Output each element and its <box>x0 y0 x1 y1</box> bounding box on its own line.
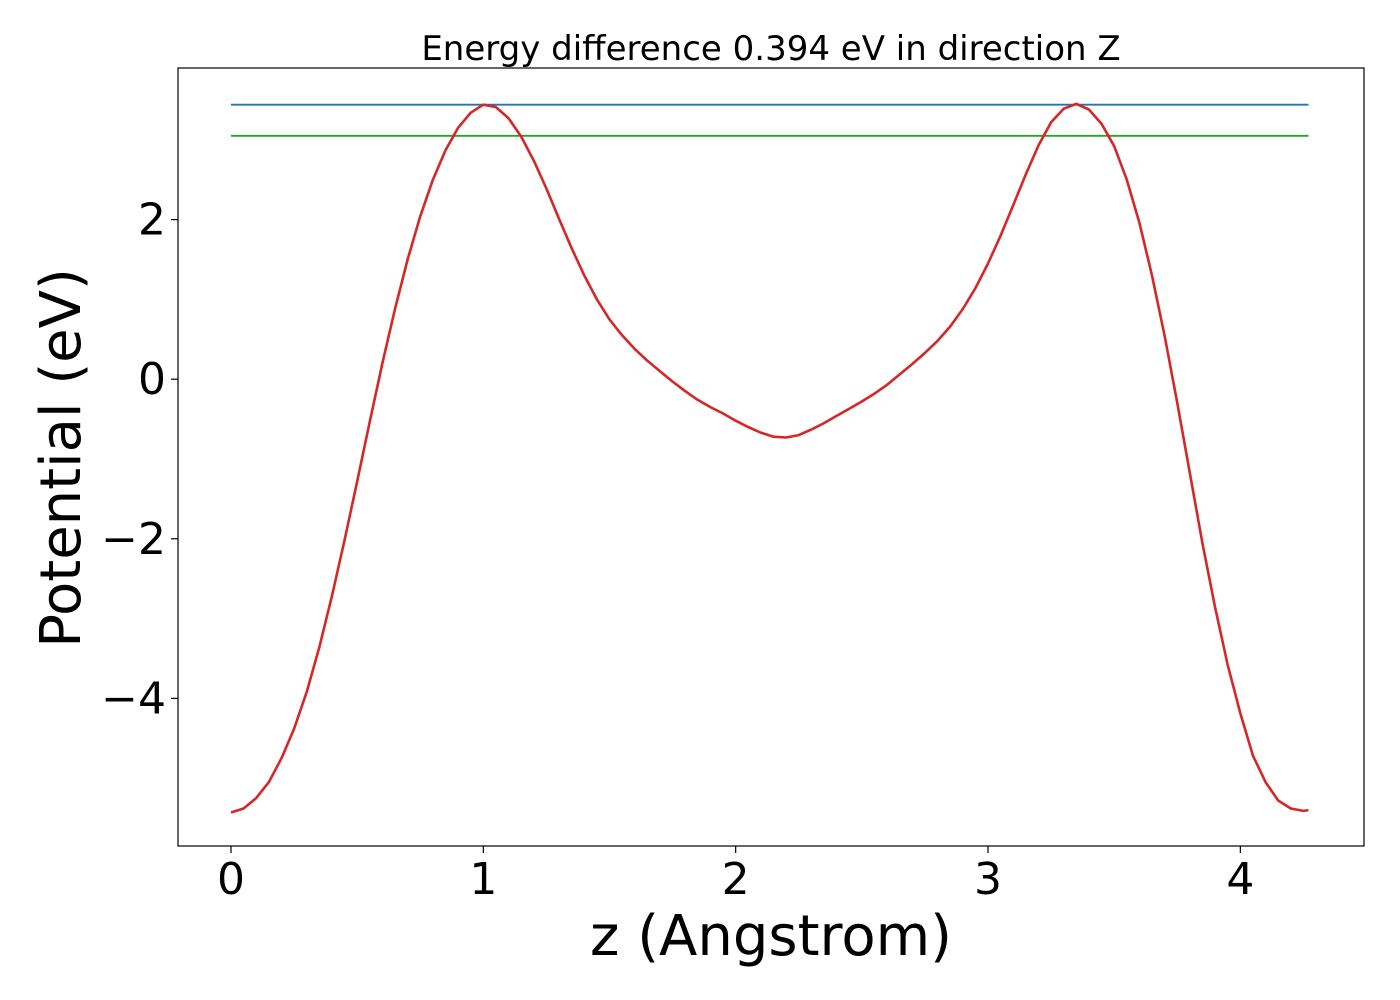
x-tick-label: 1 <box>469 854 497 905</box>
y-tick-label: −4 <box>101 673 166 724</box>
x-tick-label: 0 <box>217 854 245 905</box>
axes-frame <box>177 67 1365 847</box>
y-axis: −4 −2 0 2 <box>101 195 178 724</box>
x-axis-label: z (Angstrom) <box>590 904 952 969</box>
x-axis: 0 1 2 3 4 <box>217 846 1254 905</box>
x-tick-label: 4 <box>1226 854 1254 905</box>
plot-area <box>230 102 1309 814</box>
chart-title: Energy difference 0.394 eV in direction … <box>421 29 1120 69</box>
y-axis-label: Potential (eV) <box>29 268 94 648</box>
y-tick-label: 2 <box>138 195 166 246</box>
y-tick-label: −2 <box>101 514 166 565</box>
y-tick-label: 0 <box>138 354 166 405</box>
x-tick-label: 2 <box>722 854 750 905</box>
potential-curve-line <box>230 102 1309 814</box>
x-tick-label: 3 <box>974 854 1002 905</box>
